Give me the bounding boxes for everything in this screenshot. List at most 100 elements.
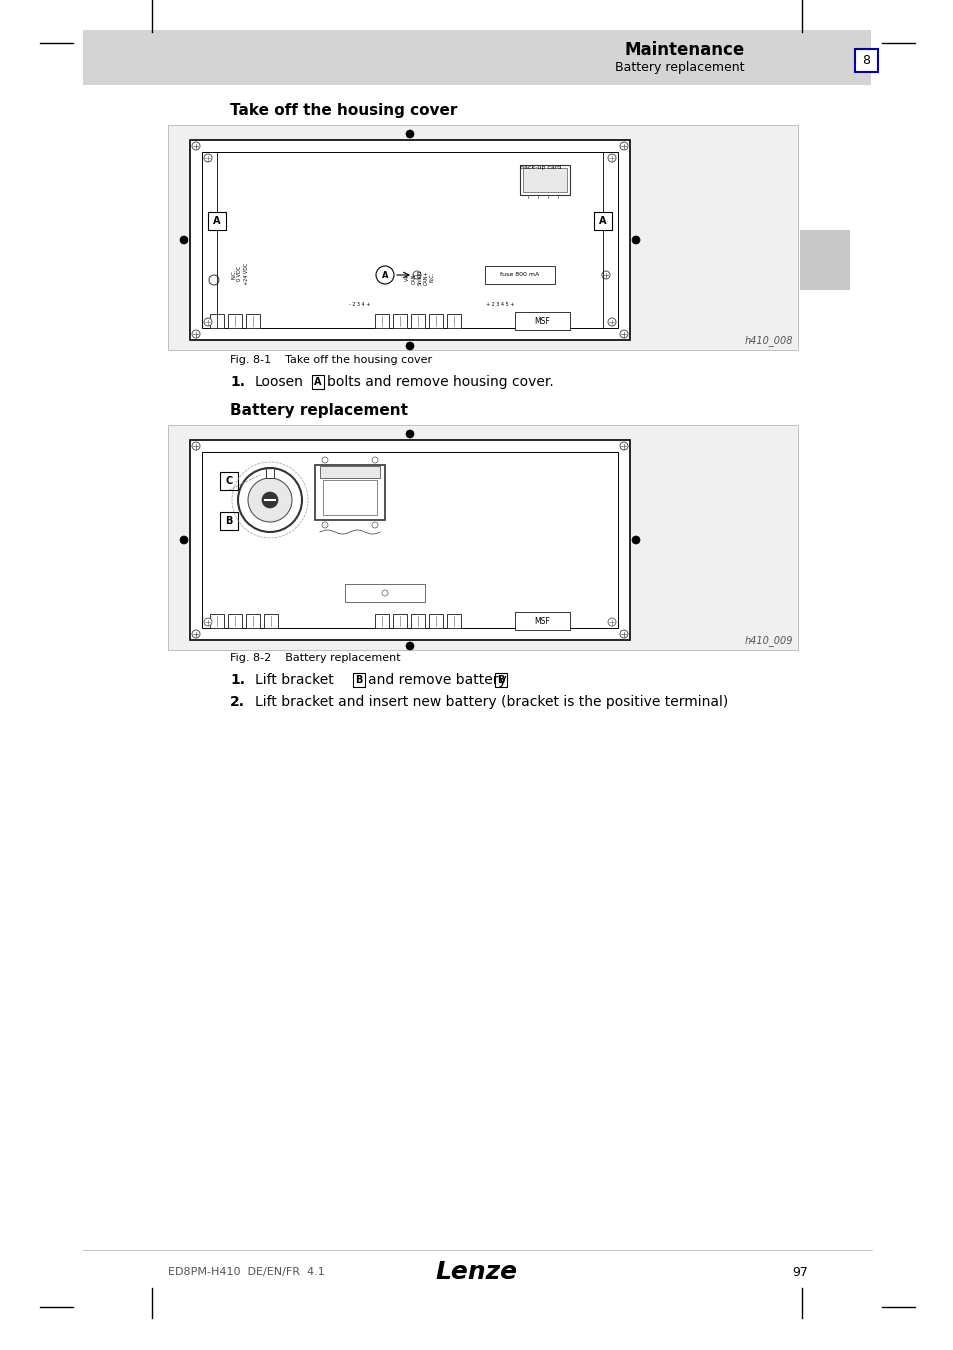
Circle shape xyxy=(372,522,377,528)
Bar xyxy=(246,315,260,328)
Text: Loosen: Loosen xyxy=(254,375,304,389)
Text: Lift bracket: Lift bracket xyxy=(254,674,334,687)
Text: Battery replacement: Battery replacement xyxy=(230,402,408,417)
Bar xyxy=(393,614,407,628)
Bar xyxy=(323,481,376,514)
Circle shape xyxy=(322,522,328,528)
Bar xyxy=(495,674,506,687)
Bar xyxy=(319,466,379,478)
Bar xyxy=(314,464,385,520)
Bar xyxy=(484,266,555,283)
Text: bolts and remove housing cover.: bolts and remove housing cover. xyxy=(327,375,553,389)
Circle shape xyxy=(192,441,200,450)
Text: - 2 3 4 +: - 2 3 4 + xyxy=(349,302,370,308)
Bar xyxy=(515,312,569,329)
Bar xyxy=(353,674,365,687)
Circle shape xyxy=(248,478,292,522)
Text: Lift bracket and insert new battery (bracket is the positive terminal): Lift bracket and insert new battery (bra… xyxy=(254,695,727,709)
Circle shape xyxy=(204,618,212,626)
Circle shape xyxy=(607,154,616,162)
Bar xyxy=(519,165,569,194)
Circle shape xyxy=(406,431,414,437)
Bar xyxy=(190,440,629,640)
Circle shape xyxy=(619,441,627,450)
Text: C: C xyxy=(225,477,233,486)
Bar xyxy=(202,452,618,628)
Bar xyxy=(312,375,324,389)
Bar xyxy=(393,315,407,328)
Text: A: A xyxy=(381,270,388,279)
Text: fuse 800 mA: fuse 800 mA xyxy=(500,273,539,278)
Bar xyxy=(411,614,424,628)
Circle shape xyxy=(413,271,420,279)
Bar xyxy=(854,49,877,72)
Circle shape xyxy=(322,458,328,463)
Text: Battery replacement: Battery replacement xyxy=(615,62,744,74)
Bar xyxy=(83,30,870,85)
Bar xyxy=(447,315,460,328)
Bar xyxy=(345,585,424,602)
Text: h410_009: h410_009 xyxy=(743,634,792,647)
Bar xyxy=(411,315,424,328)
Text: 8: 8 xyxy=(862,54,869,66)
Text: V+
CAN-
Shield
CAN+
N.C.: V+ CAN- Shield CAN+ N.C. xyxy=(405,270,435,285)
Text: A: A xyxy=(213,216,220,225)
Bar xyxy=(375,614,389,628)
Text: h410_008: h410_008 xyxy=(743,335,792,346)
Bar xyxy=(515,612,569,630)
Bar xyxy=(228,614,242,628)
Bar xyxy=(246,614,260,628)
Bar xyxy=(800,230,849,290)
Circle shape xyxy=(209,275,219,285)
Bar xyxy=(168,425,797,649)
Bar xyxy=(190,140,629,340)
Text: Maintenance: Maintenance xyxy=(624,40,744,59)
Text: B: B xyxy=(225,516,233,526)
Text: 1.: 1. xyxy=(230,674,245,687)
Circle shape xyxy=(406,643,414,649)
Circle shape xyxy=(192,142,200,150)
Bar xyxy=(375,315,389,328)
Bar xyxy=(429,614,442,628)
Bar xyxy=(429,315,442,328)
Circle shape xyxy=(619,630,627,639)
Circle shape xyxy=(375,266,394,283)
Bar xyxy=(522,167,566,192)
Bar xyxy=(220,472,237,490)
Text: B: B xyxy=(355,675,362,684)
Text: MSF: MSF xyxy=(534,316,549,325)
Bar xyxy=(210,315,224,328)
Circle shape xyxy=(607,618,616,626)
Circle shape xyxy=(406,130,414,138)
Bar xyxy=(210,614,224,628)
Bar xyxy=(266,468,274,478)
Circle shape xyxy=(619,329,627,338)
Text: Take off the housing cover: Take off the housing cover xyxy=(230,103,456,117)
Bar xyxy=(264,614,277,628)
Circle shape xyxy=(601,271,609,279)
Circle shape xyxy=(204,319,212,325)
Bar xyxy=(208,212,226,230)
Circle shape xyxy=(631,236,639,244)
Circle shape xyxy=(262,491,277,508)
Text: A: A xyxy=(314,377,321,387)
Text: 2.: 2. xyxy=(230,695,245,709)
Bar xyxy=(447,614,460,628)
Text: + 2 3 4 5 +: + 2 3 4 5 + xyxy=(485,302,514,308)
Bar xyxy=(220,512,237,531)
Circle shape xyxy=(192,630,200,639)
Circle shape xyxy=(372,458,377,463)
Circle shape xyxy=(180,236,188,244)
Circle shape xyxy=(406,342,414,350)
Text: Lenze: Lenze xyxy=(436,1260,517,1284)
Bar xyxy=(202,153,618,328)
Text: and remove battery: and remove battery xyxy=(368,674,506,687)
Circle shape xyxy=(237,468,302,532)
Circle shape xyxy=(619,142,627,150)
Bar xyxy=(228,315,242,328)
Text: N.C.
0 VDC
+24 VDC: N.C. 0 VDC +24 VDC xyxy=(231,263,249,285)
Bar xyxy=(168,126,797,350)
Text: back-up card: back-up card xyxy=(519,165,560,170)
Text: 1.: 1. xyxy=(230,375,245,389)
Text: MSF: MSF xyxy=(534,617,549,625)
